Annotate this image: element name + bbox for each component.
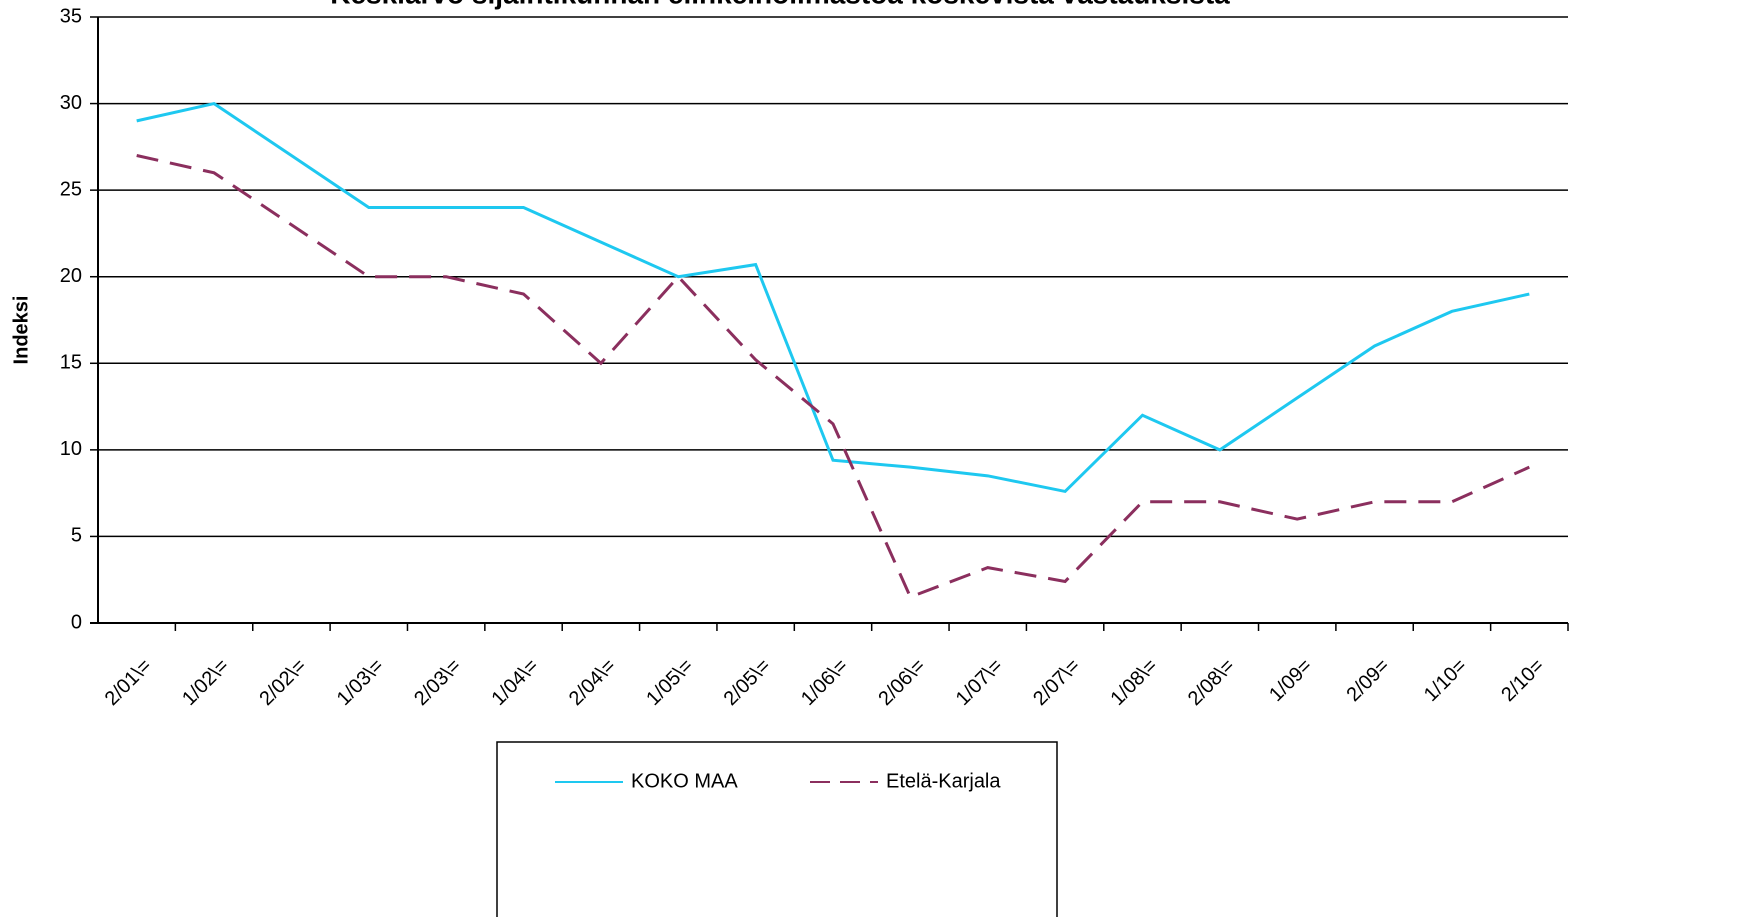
x-tick-label: 2/05\= xyxy=(720,655,775,710)
y-tick-label: 20 xyxy=(60,265,82,287)
x-tick-label: 1/04\= xyxy=(488,655,543,710)
x-tick-label: 1/03\= xyxy=(333,655,388,710)
x-tick-label: 1/08\= xyxy=(1106,655,1161,710)
y-tick-label: 0 xyxy=(71,611,82,633)
x-tick-label: 2/04\= xyxy=(565,655,620,710)
x-tick-label: 2/03\= xyxy=(410,655,465,710)
x-tick-label: 1/05\= xyxy=(642,655,697,710)
y-tick-label: 25 xyxy=(60,178,82,200)
y-tick-label: 35 xyxy=(60,5,82,27)
y-tick-label: 10 xyxy=(60,438,82,460)
chart-title: Keskiarvo sijaintikunnan elinkeinoilmast… xyxy=(330,0,1230,9)
x-tick-label: 2/09= xyxy=(1343,655,1394,706)
legend-box xyxy=(496,741,1058,922)
x-tick-label: 1/02\= xyxy=(178,655,233,710)
series-line xyxy=(136,101,1530,494)
y-tick-label: 30 xyxy=(60,92,82,114)
y-tick-label: 5 xyxy=(71,525,82,547)
legend-label: Etelä-Karjala xyxy=(886,770,1001,792)
x-tick-label: 1/07\= xyxy=(952,655,1007,710)
series-line xyxy=(136,154,1530,599)
x-tick-label: 1/09= xyxy=(1265,655,1316,706)
x-tick-label: 1/10= xyxy=(1420,655,1471,706)
y-axis-label: Indeksi xyxy=(10,296,32,365)
x-tick-label: 2/08\= xyxy=(1184,655,1239,710)
x-tick-label: 1/06\= xyxy=(797,655,852,710)
x-tick-label: 2/06\= xyxy=(874,655,929,710)
legend-label: KOKO MAA xyxy=(631,770,738,792)
x-tick-label: 2/01\= xyxy=(101,655,156,710)
x-tick-label: 2/02\= xyxy=(255,655,310,710)
x-tick-label: 2/10= xyxy=(1497,655,1548,706)
y-tick-label: 15 xyxy=(60,352,82,374)
x-tick-label: 2/07\= xyxy=(1029,655,1084,710)
